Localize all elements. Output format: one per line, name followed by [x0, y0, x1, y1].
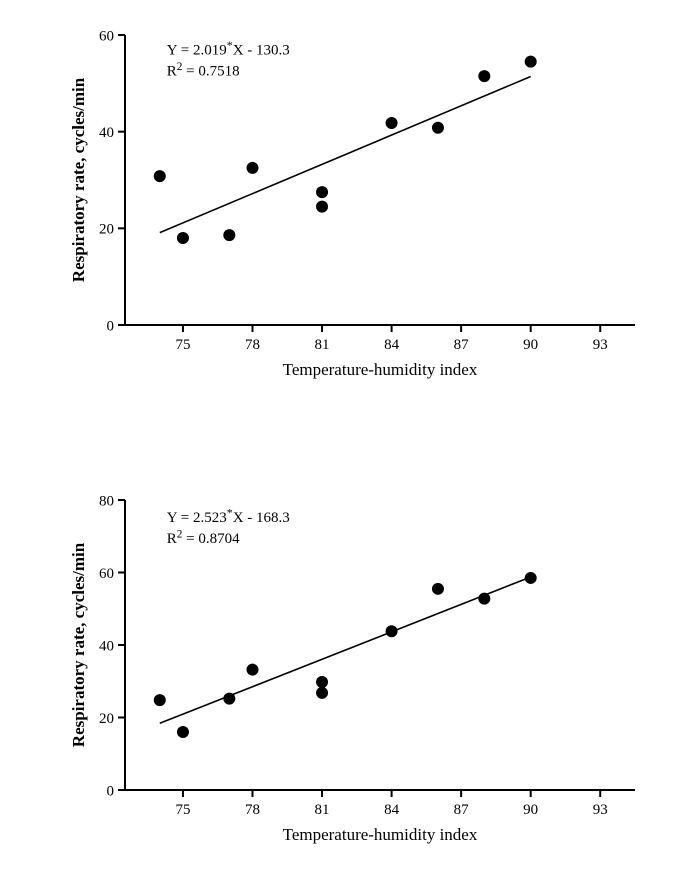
scatter-panel-bottom: 75 78 81 84 87 90 93 0 20 40 60 80 Temperature-humid…	[40, 490, 660, 860]
x-tick-label: 87	[454, 337, 470, 353]
y-tick-label: 80	[99, 493, 114, 509]
x-tick-label: 84	[384, 802, 400, 818]
x-axis-label: Temperature-humidity index	[283, 825, 478, 844]
data-point	[432, 583, 444, 595]
data-point	[525, 572, 537, 584]
x-tick-label: 93	[593, 337, 608, 353]
data-point	[432, 122, 444, 134]
data-point	[154, 170, 166, 182]
data-point	[316, 687, 328, 699]
x-tick-label: 87	[454, 802, 470, 818]
equation-annotation: Y = 2.019*X - 130.3	[167, 38, 290, 58]
r-squared-annotation: R2 = 0.7518	[167, 61, 240, 79]
x-tick-label: 75	[175, 802, 190, 818]
x-tick-label: 93	[593, 802, 608, 818]
data-point	[478, 593, 490, 605]
data-point	[177, 232, 189, 244]
x-tick-label: 90	[523, 337, 538, 353]
equation-annotation: Y = 2.523*X - 168.3	[167, 506, 290, 526]
x-tick-label: 84	[384, 337, 400, 353]
x-tick-label: 75	[175, 337, 190, 353]
data-point	[316, 201, 328, 213]
y-axis-label: Respiratory rate, cycles/min	[69, 77, 88, 282]
data-point	[525, 56, 537, 68]
chart-svg: 75 78 81 84 87 90 93 0 20 40 60 80 Temperature-humid…	[40, 490, 660, 860]
x-tick-label: 81	[315, 337, 330, 353]
x-tick-label: 90	[523, 802, 538, 818]
y-tick-label: 60	[99, 28, 114, 44]
regression-line	[160, 77, 531, 233]
data-point	[316, 676, 328, 688]
data-point	[223, 693, 235, 705]
data-point	[223, 229, 235, 241]
y-tick-label: 40	[99, 638, 114, 654]
data-point	[386, 117, 398, 129]
x-tick-label: 78	[245, 337, 260, 353]
y-tick-label: 20	[99, 222, 114, 238]
y-tick-label: 40	[99, 125, 114, 141]
data-point	[247, 664, 259, 676]
figure-container: 75 78 81 84 87 90 93 0 20 40 60 Temperature-humidit…	[0, 0, 688, 884]
y-tick-label: 0	[107, 783, 115, 799]
chart-svg: 75 78 81 84 87 90 93 0 20 40 60 Temperature-humidit…	[40, 25, 660, 395]
data-point	[154, 694, 166, 706]
regression-line	[160, 577, 531, 723]
x-tick-label: 78	[245, 802, 260, 818]
y-tick-label: 20	[99, 711, 114, 727]
r-squared-annotation: R2 = 0.8704	[167, 529, 240, 547]
data-point	[386, 625, 398, 637]
y-tick-label: 0	[107, 318, 115, 334]
x-axis-label: Temperature-humidity index	[283, 360, 478, 379]
data-point	[247, 162, 259, 174]
y-tick-label: 60	[99, 566, 114, 582]
scatter-panel-top: 75 78 81 84 87 90 93 0 20 40 60 Temperature-humidit…	[40, 25, 660, 395]
data-point	[177, 726, 189, 738]
data-point	[478, 70, 490, 82]
x-tick-label: 81	[315, 802, 330, 818]
data-point	[316, 186, 328, 198]
y-axis-label: Respiratory rate, cycles/min	[69, 542, 88, 747]
